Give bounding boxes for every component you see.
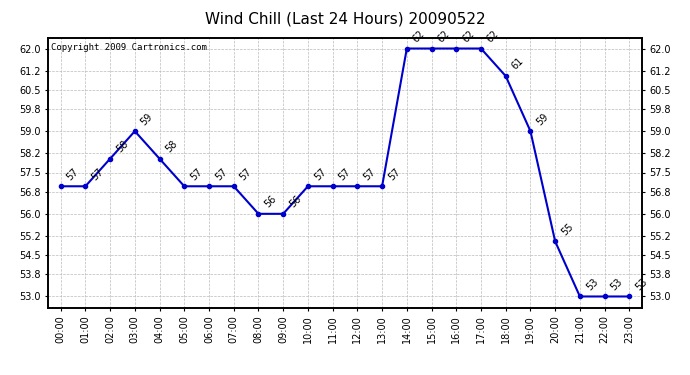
Text: 59: 59 bbox=[535, 111, 551, 127]
Text: 61: 61 bbox=[510, 56, 526, 72]
Text: 58: 58 bbox=[115, 139, 130, 154]
Text: 57: 57 bbox=[362, 166, 377, 182]
Text: 58: 58 bbox=[164, 139, 179, 154]
Text: 57: 57 bbox=[213, 166, 229, 182]
Text: 62: 62 bbox=[485, 28, 501, 44]
Text: 55: 55 bbox=[560, 221, 575, 237]
Text: 62: 62 bbox=[460, 28, 476, 44]
Text: Wind Chill (Last 24 Hours) 20090522: Wind Chill (Last 24 Hours) 20090522 bbox=[205, 11, 485, 26]
Text: 53: 53 bbox=[609, 276, 624, 292]
Text: 57: 57 bbox=[312, 166, 328, 182]
Text: 57: 57 bbox=[386, 166, 402, 182]
Text: 56: 56 bbox=[263, 194, 279, 210]
Text: 53: 53 bbox=[633, 276, 649, 292]
Text: 57: 57 bbox=[90, 166, 106, 182]
Text: 56: 56 bbox=[287, 194, 303, 210]
Text: 57: 57 bbox=[337, 166, 353, 182]
Text: 57: 57 bbox=[188, 166, 204, 182]
Text: 62: 62 bbox=[411, 28, 427, 44]
Text: 62: 62 bbox=[435, 28, 451, 44]
Text: Copyright 2009 Cartronics.com: Copyright 2009 Cartronics.com bbox=[51, 43, 207, 52]
Text: 59: 59 bbox=[139, 111, 155, 127]
Text: 57: 57 bbox=[238, 166, 254, 182]
Text: 53: 53 bbox=[584, 276, 600, 292]
Text: 57: 57 bbox=[65, 166, 81, 182]
